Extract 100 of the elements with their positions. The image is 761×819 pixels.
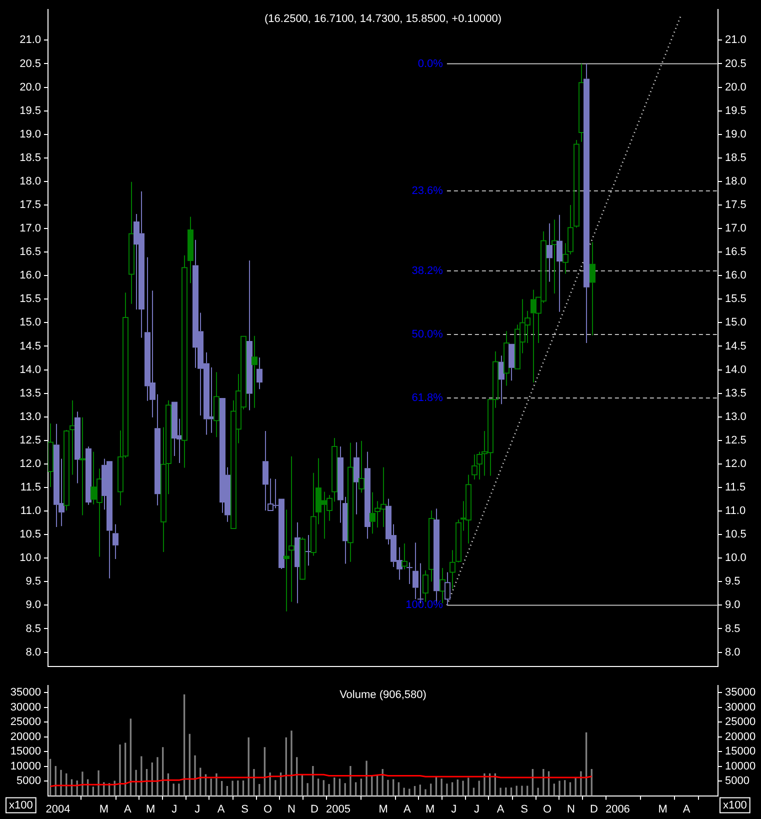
- y2-tick-label: 17.5: [725, 199, 746, 212]
- y2-tick-label: 13.0: [725, 410, 746, 423]
- y-tick-label: 20.0: [20, 81, 41, 94]
- candlestick: [358, 440, 364, 494]
- y2-tick-label: 15.0: [725, 316, 746, 329]
- chart-title: (16.2500, 16.7100, 14.7300, 15.8500, +0.10000): [264, 13, 502, 26]
- y-tick-label: 5000: [16, 775, 41, 788]
- y2-tick-label: 8.5: [725, 622, 740, 635]
- candlestick: [552, 219, 558, 294]
- y-tick-label: 17.0: [20, 222, 41, 235]
- y-tick-label: 19.5: [20, 104, 41, 117]
- candlestick: [444, 572, 450, 606]
- x-tick-label: 2005: [326, 803, 350, 816]
- y2-tick-label: 13.5: [725, 387, 746, 400]
- y2-tick-label: 9.0: [725, 599, 740, 612]
- y2-tick-label: 16.5: [725, 246, 746, 258]
- y2-tick-label: 19.0: [725, 128, 746, 140]
- y2-tick-label: 9.5: [725, 576, 740, 588]
- y-tick-label: 25000: [10, 716, 41, 728]
- x-tick-label: N: [288, 803, 296, 816]
- y-tick-label: 8.0: [26, 646, 41, 658]
- annotation: 0.0%: [418, 58, 444, 70]
- y2-tick-label: 18.0: [725, 175, 746, 188]
- candlestick: [348, 442, 354, 562]
- x-tick-label: O: [263, 803, 272, 816]
- y-tick-label: 30000: [10, 701, 41, 714]
- x-tick-label: J: [194, 803, 200, 816]
- y2-tick-label: 8.0: [725, 646, 740, 658]
- y2-tick-label: 15000: [725, 746, 756, 758]
- annotation: 38.2%: [412, 264, 444, 277]
- candlestick: [590, 242, 596, 336]
- candlestick: [546, 222, 552, 282]
- x-tick-label: A: [682, 803, 691, 816]
- candlestick: [214, 372, 220, 438]
- y-tick-label: 14.0: [20, 364, 41, 376]
- candlestick: [112, 524, 118, 560]
- y2-tick-label: 11.0: [725, 505, 746, 518]
- y-tick-label: 19.0: [20, 128, 41, 140]
- y-tick-label: 16.0: [20, 270, 41, 282]
- candlestick: [364, 451, 370, 540]
- chart-title: Volume (906,580): [340, 689, 426, 702]
- y2-tick-label: 20000: [725, 730, 756, 743]
- y-tick-label: 18.0: [20, 175, 41, 188]
- candlestick: [74, 411, 80, 484]
- candlestick: [406, 562, 412, 585]
- y-tick-label: 11.5: [20, 482, 41, 494]
- x-tick-label: D: [310, 803, 318, 816]
- candlestick: [252, 335, 258, 408]
- y2-tick-label: 16.0: [725, 270, 746, 282]
- y2-tick-label: 11.5: [725, 482, 746, 494]
- y-tick-label: 13.5: [20, 387, 41, 400]
- x-tick-label: N: [567, 803, 576, 816]
- candlestick: [188, 216, 194, 284]
- x-tick-label: M: [99, 803, 108, 816]
- x-tick-label: A: [403, 803, 412, 816]
- x-tick-label: M: [146, 803, 156, 816]
- x-tick-label: S: [241, 803, 248, 816]
- y-tick-label: 9.5: [26, 576, 41, 588]
- y2-tick-label: 10.5: [725, 528, 746, 541]
- candlestick: [80, 416, 86, 516]
- y-tick-label: 10.5: [20, 528, 41, 541]
- y-tick-label: 10000: [10, 760, 41, 772]
- y2-tick-label: 20.5: [725, 58, 746, 70]
- x-tick-label: M: [378, 803, 388, 816]
- y2-tick-label: 5000: [725, 775, 750, 788]
- annotation: 61.8%: [412, 392, 444, 404]
- candlestick: [246, 260, 252, 411]
- y2-tick-label: 30000: [725, 701, 756, 714]
- y2-tick-label: 12.0: [725, 458, 746, 470]
- y2-tick-label: 18.5: [725, 152, 746, 164]
- y2-tick-label: 10000: [725, 760, 756, 772]
- y-tick-label: 12.0: [20, 458, 41, 470]
- x-tick-label: D: [590, 803, 598, 816]
- y-tick-label: 14.5: [20, 340, 41, 352]
- x-tick-label: S: [520, 803, 528, 816]
- x-tick-label: M: [658, 803, 668, 816]
- x-tick-label: A: [496, 803, 505, 816]
- y-tick-label: 17.5: [20, 199, 41, 212]
- y-tick-label: 12.5: [20, 434, 41, 446]
- y2-tick-label: 21.0: [725, 34, 746, 46]
- y-tick-label: 18.5: [20, 152, 41, 164]
- y-tick-label: 10.0: [20, 552, 41, 564]
- x-tick-label: O: [542, 803, 552, 816]
- y-tick-label: 15000: [10, 746, 41, 758]
- y2-tick-label: 14.5: [725, 340, 746, 352]
- y-tick-label: 20.5: [20, 58, 41, 70]
- candlestick: [70, 400, 76, 476]
- x-tick-label: J: [474, 803, 480, 816]
- annotation: 23.6%: [412, 184, 444, 197]
- x-tick-label: A: [124, 803, 132, 816]
- x-tick-label: J: [451, 803, 457, 816]
- candlestick: [556, 214, 562, 312]
- y-tick-label: 21.0: [20, 34, 41, 46]
- candlestick: [402, 543, 408, 570]
- y2-tick-label: 15.5: [725, 293, 746, 306]
- y2-tick-label: 35000: [725, 686, 756, 699]
- y2-tick-label: 19.5: [725, 104, 746, 117]
- annotation: 50.0%: [412, 328, 444, 340]
- y2-tick-label: 10.0: [725, 552, 746, 564]
- candlestick: [354, 442, 360, 515]
